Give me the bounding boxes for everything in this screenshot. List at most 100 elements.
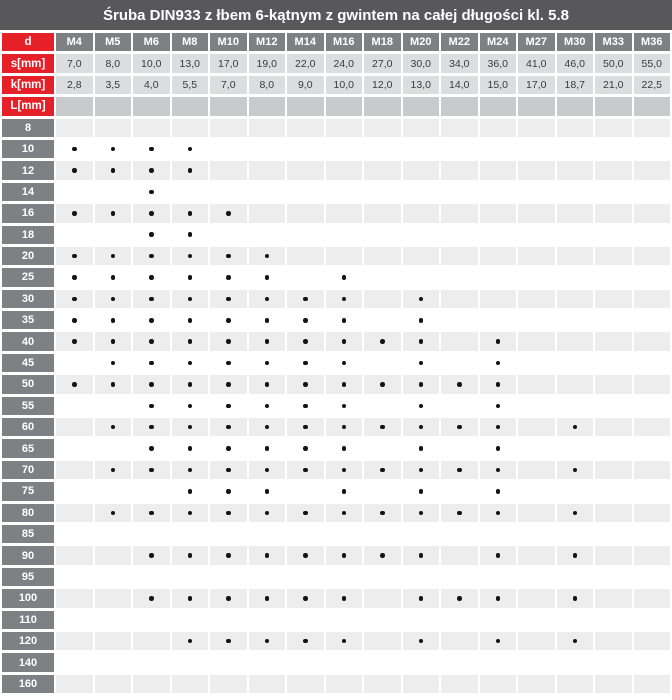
availability-cell-10-M18: [364, 139, 401, 159]
availability-cell-35-M24: [479, 311, 516, 330]
availability-dot: [264, 467, 269, 473]
availability-dot: [572, 553, 577, 558]
availability-dot: [380, 553, 385, 558]
availability-dot: [264, 424, 269, 430]
availability-cell-140-M33: [595, 653, 632, 672]
availability-cell-60-M30: [556, 418, 593, 437]
availability-dot: [264, 596, 269, 601]
availability-cell-80-M16: [325, 503, 362, 522]
availability-cell-16-M5: [94, 204, 131, 223]
s-value-M24: 36,0: [479, 54, 516, 73]
length-row-90: 90: [2, 546, 670, 565]
availability-cell-12-M27: [518, 161, 555, 180]
availability-cell-30-M30: [556, 289, 593, 309]
k-value-M20: 13,0: [402, 75, 439, 95]
availability-cell-8-M16: [325, 118, 362, 137]
availability-cell-40-M6: [133, 332, 170, 351]
availability-cell-50-M16: [325, 375, 362, 394]
availability-cell-45-M22: [441, 353, 478, 373]
availability-dot: [110, 360, 115, 366]
availability-cell-85-M30: [556, 524, 593, 544]
availability-dot: [149, 318, 154, 323]
availability-cell-25-M18: [364, 268, 401, 287]
availability-cell-90-M36: [633, 546, 670, 565]
availability-cell-85-M10: [210, 524, 247, 544]
availability-cell-12-M12: [248, 161, 285, 180]
length-label-140: 140: [2, 653, 54, 672]
availability-cell-80-M36: [633, 503, 670, 522]
availability-cell-110-M36: [633, 610, 670, 629]
availability-cell-14-M27: [518, 182, 555, 202]
availability-cell-45-M12: [248, 353, 285, 373]
availability-cell-30-M27: [518, 289, 555, 309]
availability-cell-16-M33: [595, 204, 632, 223]
availability-cell-45-M10: [210, 353, 247, 373]
s-value-M12: 19,0: [248, 54, 285, 73]
availability-dot: [187, 424, 192, 430]
availability-cell-100-M5: [94, 589, 131, 608]
availability-cell-60-M12: [248, 418, 285, 437]
availability-cell-70-M16: [325, 460, 362, 480]
availability-cell-60-M33: [595, 418, 632, 437]
availability-dot: [341, 510, 346, 516]
availability-cell-16-M20: [402, 204, 439, 223]
availability-dot: [495, 382, 500, 387]
availability-cell-18-M30: [556, 225, 593, 244]
availability-cell-75-M36: [633, 482, 670, 501]
availability-dot: [226, 446, 231, 451]
availability-cell-75-M27: [518, 482, 555, 501]
availability-dot: [149, 232, 154, 237]
availability-cell-110-M22: [441, 610, 478, 629]
availability-cell-120-M6: [133, 631, 170, 651]
availability-cell-65-M30: [556, 439, 593, 458]
availability-cell-50-M10: [210, 375, 247, 394]
availability-dot: [303, 446, 308, 451]
availability-cell-40-M10: [210, 332, 247, 351]
availability-cell-14-M12: [248, 182, 285, 202]
availability-cell-160-M30: [556, 674, 593, 694]
availability-cell-25-M16: [325, 268, 362, 287]
availability-cell-12-M6: [133, 161, 170, 180]
s-value-M33: 50,0: [595, 54, 632, 73]
availability-dot: [72, 146, 77, 152]
availability-dot: [149, 211, 154, 216]
availability-cell-85-M18: [364, 524, 401, 544]
availability-cell-110-M18: [364, 610, 401, 629]
availability-cell-45-M30: [556, 353, 593, 373]
availability-cell-85-M4: [56, 524, 93, 544]
length-label-120: 120: [2, 631, 54, 651]
availability-dot: [341, 424, 346, 430]
availability-cell-18-M6: [133, 225, 170, 244]
availability-cell-35-M14: [287, 311, 324, 330]
availability-cell-110-M4: [56, 610, 93, 629]
availability-cell-100-M20: [402, 589, 439, 608]
availability-dot: [303, 382, 308, 387]
availability-cell-90-M33: [595, 546, 632, 565]
availability-cell-20-M6: [133, 246, 170, 266]
availability-cell-10-M22: [441, 139, 478, 159]
availability-cell-60-M24: [479, 418, 516, 437]
availability-cell-18-M27: [518, 225, 555, 244]
availability-dot: [187, 318, 192, 323]
length-row-70: 70: [2, 460, 670, 480]
availability-cell-75-M5: [94, 482, 131, 501]
length-label-8: 8: [2, 118, 54, 137]
availability-dot: [187, 232, 192, 237]
availability-cell-80-M24: [479, 503, 516, 522]
availability-dot: [187, 168, 192, 173]
s-value-M20: 30,0: [402, 54, 439, 73]
availability-cell-25-M5: [94, 268, 131, 287]
availability-cell-55-M36: [633, 396, 670, 416]
s-value-M18: 27,0: [364, 54, 401, 73]
availability-cell-110-M33: [595, 610, 632, 629]
length-row-80: 80: [2, 503, 670, 522]
availability-cell-20-M4: [56, 246, 93, 266]
l-header-cell-M5: [94, 97, 131, 116]
k-value-M30: 18,7: [556, 75, 593, 95]
length-row-14: 14: [2, 182, 670, 202]
s-value-M4: 7,0: [56, 54, 93, 73]
availability-cell-40-M27: [518, 332, 555, 351]
availability-cell-8-M33: [595, 118, 632, 137]
l-header-cell-M14: [287, 97, 324, 116]
availability-cell-25-M8: [171, 268, 208, 287]
